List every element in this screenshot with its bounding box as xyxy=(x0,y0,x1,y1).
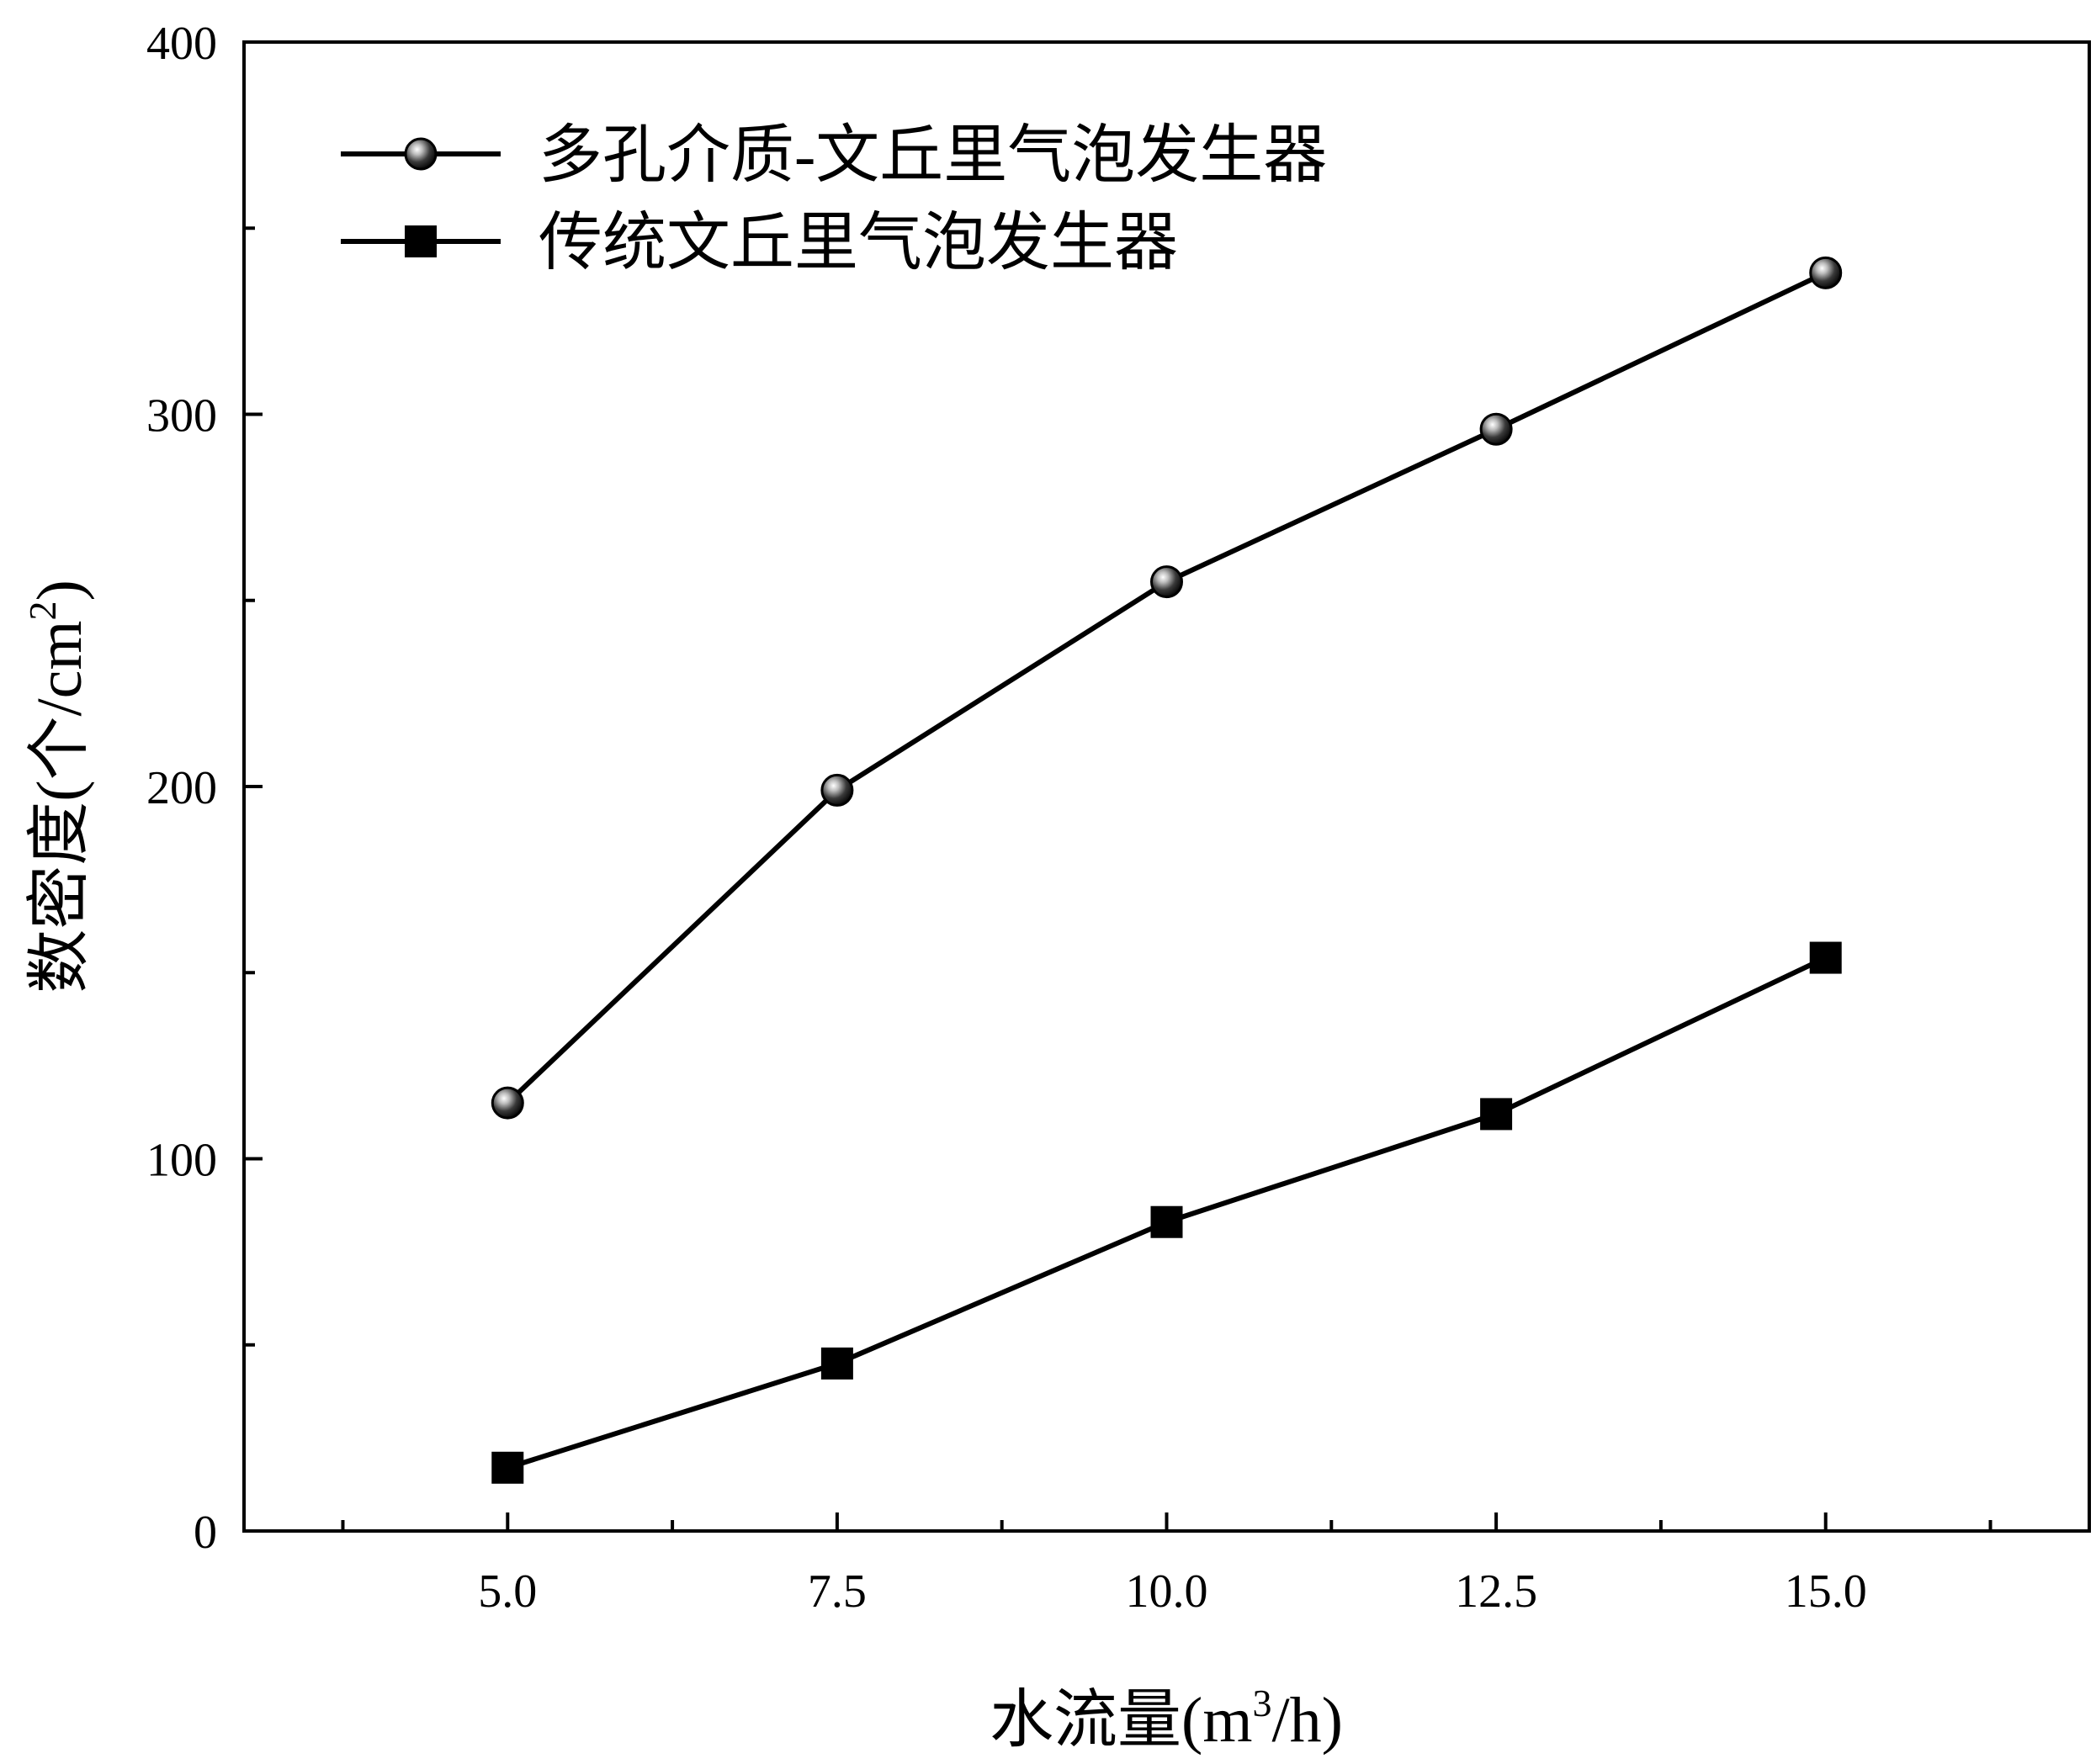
data-point-square xyxy=(1480,1098,1513,1131)
data-point-sphere-legend xyxy=(404,137,438,171)
y-tick-label: 100 xyxy=(146,1135,217,1187)
data-point-square-legend xyxy=(405,225,437,257)
x-tick-label: 10.0 xyxy=(1126,1565,1208,1618)
data-point-sphere xyxy=(1150,565,1183,599)
x-tick-label: 12.5 xyxy=(1455,1565,1537,1618)
data-point-sphere xyxy=(1479,412,1513,446)
series-2 xyxy=(491,941,1842,1484)
x-tick-label: 15.0 xyxy=(1785,1565,1867,1618)
legend-label: 传统文丘里气泡发生器 xyxy=(539,208,1178,278)
y-axis-title-superscript: 2 xyxy=(21,601,64,621)
x-tick-label: 7.5 xyxy=(808,1565,867,1618)
legend-item: 传统文丘里气泡发生器 xyxy=(341,208,1178,278)
data-point-square xyxy=(820,1347,853,1380)
x-tick-label: 5.0 xyxy=(478,1565,537,1618)
series-layer xyxy=(491,256,1843,1484)
x-axis-title-superscript: 3 xyxy=(1253,1682,1272,1724)
data-point-sphere xyxy=(491,1086,524,1120)
data-point-square xyxy=(491,1451,524,1484)
data-point-square xyxy=(1809,941,1842,974)
y-tick-label: 400 xyxy=(146,18,217,70)
legend-label: 多孔介质-文丘里气泡发生器 xyxy=(539,120,1327,191)
data-point-sphere xyxy=(1809,256,1843,289)
y-tick-label: 300 xyxy=(146,390,217,442)
data-point-square xyxy=(1150,1205,1183,1238)
legend-item: 多孔介质-文丘里气泡发生器 xyxy=(341,120,1327,191)
y-tick-label: 200 xyxy=(146,762,217,814)
y-axis-title: 数密度(个/cm2) xyxy=(21,580,95,993)
series-1 xyxy=(491,256,1843,1120)
x-axis-ticks: 5.0 7.5 10.0 12.5 15.0 xyxy=(341,1512,1993,1618)
data-point-sphere xyxy=(820,773,854,807)
y-axis-ticks: 0 100 200 300 400 xyxy=(146,18,263,1559)
y-tick-label: 0 xyxy=(194,1507,217,1559)
series-line xyxy=(506,270,1828,1105)
x-axis-title: 水流量(m3/h) xyxy=(990,1682,1343,1756)
